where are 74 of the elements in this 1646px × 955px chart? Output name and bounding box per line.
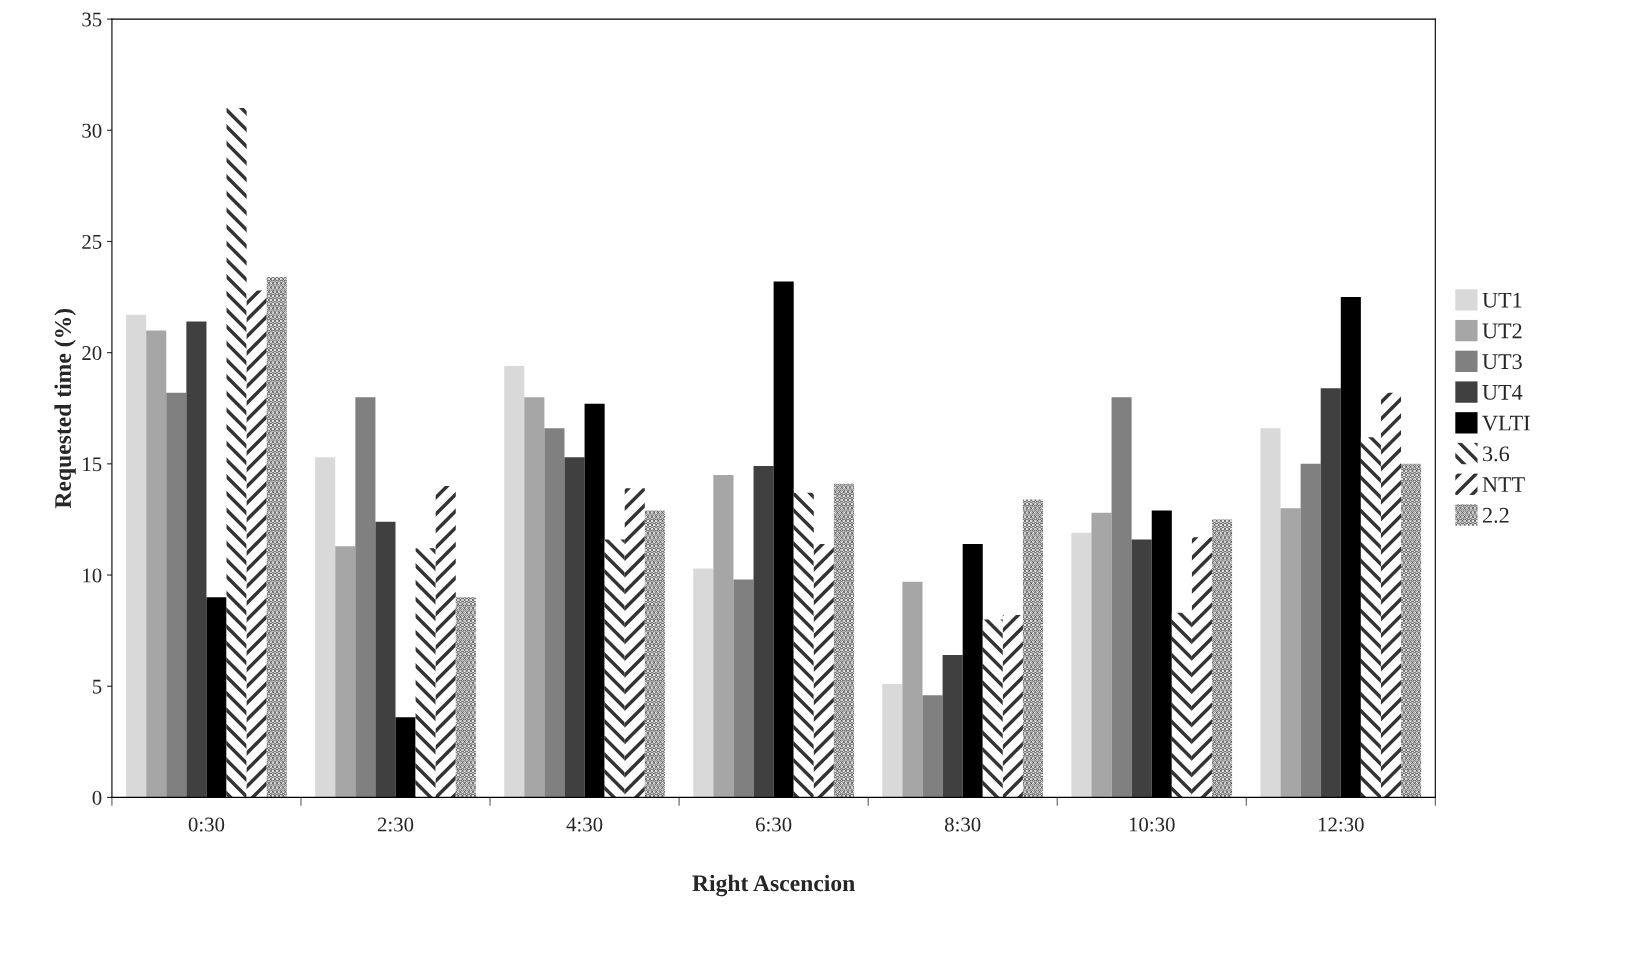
bar — [1071, 532, 1092, 798]
legend-label: UT3 — [1482, 354, 1522, 370]
bar — [1280, 508, 1301, 798]
x-tick-label: 6:30 — [756, 817, 792, 832]
bar — [1091, 512, 1112, 798]
legend-label: UT2 — [1482, 323, 1522, 339]
legend-label: UT4 — [1482, 385, 1523, 400]
bar — [355, 397, 376, 798]
bar — [1191, 537, 1212, 798]
x-tick-label: 10:30 — [1129, 817, 1175, 832]
legend-label: 3.6 — [1483, 446, 1510, 462]
legend-label: UT1 — [1482, 292, 1522, 308]
bar — [833, 483, 854, 798]
bar — [266, 277, 287, 798]
x-tick-label: 0:30 — [188, 817, 225, 832]
bar — [922, 695, 943, 798]
bar — [882, 684, 903, 798]
bar — [624, 488, 645, 798]
bar — [1260, 428, 1281, 798]
y-tick-label: 15 — [83, 457, 102, 472]
bar — [315, 457, 336, 798]
bar — [435, 486, 456, 798]
bar — [375, 521, 396, 798]
bar — [1022, 499, 1044, 798]
bar — [415, 548, 436, 798]
legend-label: VLTI — [1482, 415, 1530, 431]
x-tick-label: 2:30 — [377, 817, 414, 832]
legend-label: NTT — [1482, 477, 1525, 492]
bar — [753, 466, 774, 798]
bar — [504, 366, 525, 798]
bar — [1131, 539, 1152, 798]
bar — [1002, 615, 1023, 798]
bar — [1401, 463, 1422, 798]
y-tick-label: 5 — [93, 679, 102, 694]
y-tick-label: 20 — [82, 346, 102, 361]
bar — [604, 539, 625, 798]
bar — [1211, 519, 1233, 798]
bar — [455, 597, 476, 798]
x-tick-label: 4:30 — [566, 817, 603, 832]
bar — [693, 568, 714, 798]
bar — [1300, 463, 1321, 798]
y-tick-label: 25 — [82, 234, 102, 249]
bar — [1111, 397, 1132, 798]
bar — [1171, 612, 1192, 798]
bar — [733, 579, 754, 798]
x-tick-label: 12:30 — [1318, 817, 1364, 832]
x-axis-title: Right Ascencion — [692, 874, 855, 897]
bar — [186, 321, 207, 798]
bar — [544, 428, 565, 798]
y-tick-label: 35 — [82, 12, 102, 27]
bar — [1380, 392, 1402, 798]
bar — [126, 314, 147, 798]
bar — [1360, 437, 1381, 798]
bar — [524, 397, 545, 798]
bar — [644, 510, 665, 798]
y-tick-label: 30 — [82, 123, 102, 138]
bar — [226, 108, 247, 798]
bar — [564, 457, 585, 798]
bar — [246, 290, 267, 798]
bar — [793, 492, 814, 798]
y-tick-label: 10 — [83, 568, 102, 583]
bar — [713, 474, 734, 798]
bar — [902, 581, 923, 798]
x-tick-label: 8:30 — [944, 817, 981, 832]
bar — [942, 655, 963, 798]
legend-label: 2.2 — [1482, 507, 1509, 523]
bar — [1320, 388, 1341, 798]
y-tick-label: 0 — [92, 790, 102, 805]
bar — [146, 330, 167, 798]
bar — [335, 546, 356, 798]
bar — [813, 543, 834, 798]
bar — [166, 392, 187, 798]
bar — [982, 619, 1003, 798]
y-axis-title: Requested time (%) — [54, 308, 76, 509]
